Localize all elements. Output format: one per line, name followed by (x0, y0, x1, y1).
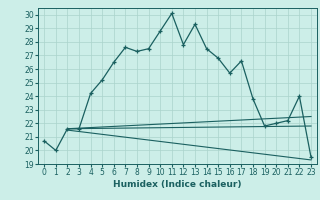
X-axis label: Humidex (Indice chaleur): Humidex (Indice chaleur) (113, 180, 242, 189)
